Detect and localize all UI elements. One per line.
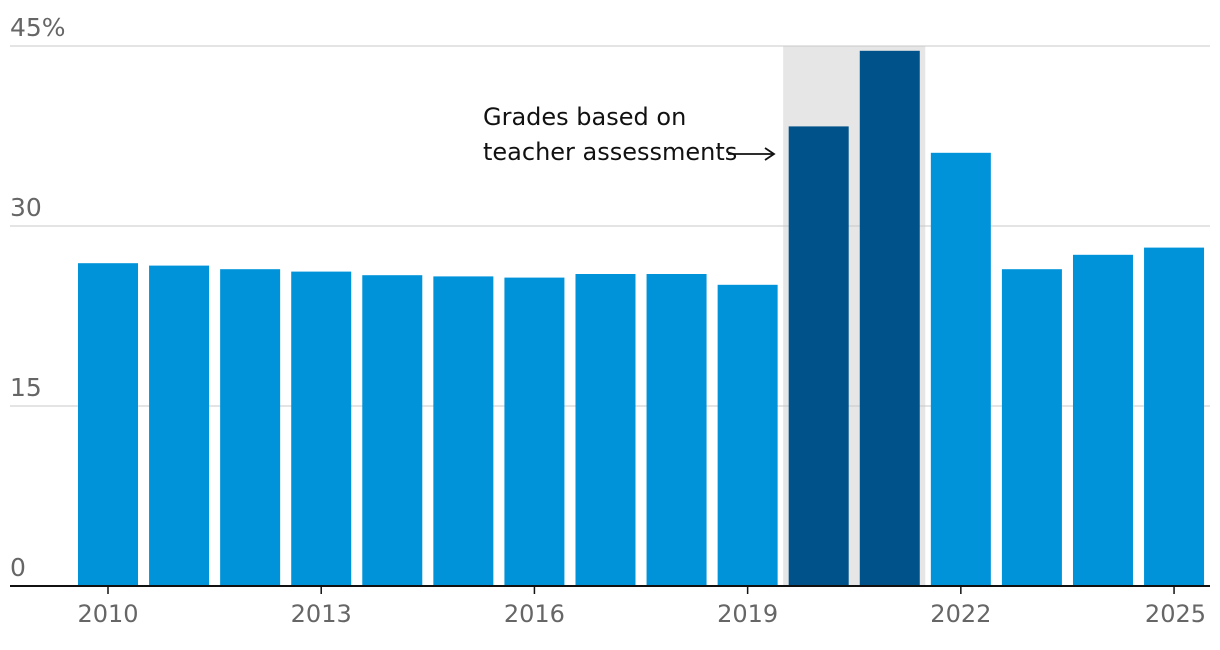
arrow-icon [728, 147, 776, 161]
bar-2013 [291, 271, 352, 586]
x-tick-label-2010: 2010 [77, 600, 138, 628]
annotation: Grades based on teacher assessments [483, 103, 776, 166]
x-tick-label-2019: 2019 [717, 600, 778, 628]
bar-2018 [646, 274, 707, 586]
bar-2019 [717, 284, 778, 586]
bar-2022 [930, 152, 991, 587]
annotation-line-2: teacher assessments [483, 138, 737, 166]
bar-2017 [575, 274, 636, 586]
bar-2011 [149, 265, 210, 586]
bar-2025 [1144, 247, 1205, 586]
y-tick-label-0: 0 [10, 553, 26, 582]
bar-2023 [1001, 269, 1062, 586]
x-tick-labels: 2010 2013 2016 2019 2022 2025 [77, 600, 1206, 628]
bar-2015 [433, 276, 494, 586]
bar-2024 [1072, 254, 1133, 587]
bar-2021 [859, 50, 920, 587]
bar-2020 [788, 126, 849, 587]
bar-2012 [220, 269, 281, 586]
x-tick-label-2022: 2022 [930, 600, 991, 628]
bars [78, 50, 1205, 587]
x-tick-label-2016: 2016 [504, 600, 565, 628]
x-tick-label-2013: 2013 [291, 600, 352, 628]
y-tick-label-15: 15 [10, 373, 42, 402]
bar-2016 [504, 277, 565, 586]
x-axis [10, 585, 1210, 594]
y-tick-label-30: 30 [10, 193, 42, 222]
bar-2010 [78, 263, 138, 586]
bar-2014 [362, 275, 423, 586]
y-tick-labels: 0 15 30 45% [10, 13, 66, 582]
annotation-line-1: Grades based on [483, 103, 686, 131]
x-tick-label-2025: 2025 [1145, 600, 1206, 628]
y-tick-label-45: 45% [10, 13, 66, 42]
